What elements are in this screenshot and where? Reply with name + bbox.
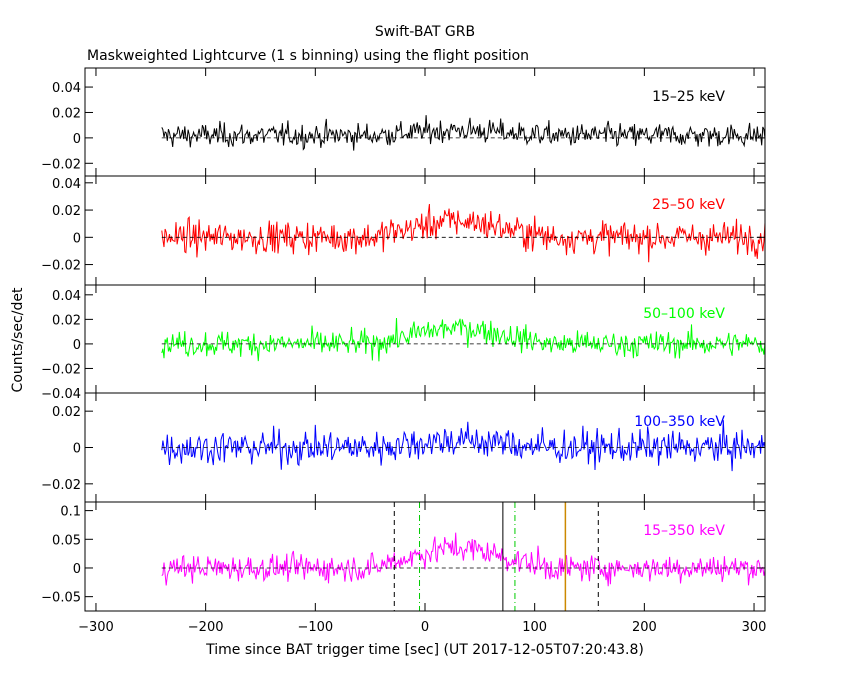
y-tick-label-2-1: −0.02 [41, 362, 81, 377]
panel-frame-4 [84, 501, 766, 612]
x-axis-label: Time since BAT trigger time [sec] (UT 20… [205, 642, 644, 658]
y-tick-label-2-3: 0.02 [52, 313, 81, 328]
y-tick-label-4-3: 0.1 [60, 505, 81, 520]
band-label-1: 25–50 keV [652, 197, 725, 213]
band-label-4: 15–350 keV [643, 523, 725, 539]
lightcurve-series-0 [161, 115, 766, 151]
lightcurve-series-4 [161, 532, 766, 587]
y-tick-label-0-3: 0.04 [52, 81, 81, 96]
y-tick-label-1-3: 0.04 [52, 177, 81, 192]
x-tick-label-5: 200 [632, 620, 657, 635]
band-label-3: 100–350 keV [634, 414, 725, 430]
panel-0: −0.02 0 0.02 0.04 15–25 keV [41, 67, 766, 177]
y-tick-label-2-4: 0.04 [52, 289, 81, 304]
x-tick-label-4: 100 [522, 620, 547, 635]
y-tick-label-3-2: 0.02 [52, 405, 81, 420]
y-tick-label-1-2: 0.02 [52, 204, 81, 219]
panel-4: −0.05 0 0.05 0.1 15–350 keV [41, 501, 766, 612]
band-label-2: 50–100 keV [643, 306, 725, 322]
y-tick-label-0-2: 0.02 [52, 106, 81, 121]
y-tick-label-0-1: 0 [73, 132, 81, 147]
y-tick-label-4-2: 0.05 [52, 533, 81, 548]
band-label-0: 15–25 keV [652, 89, 725, 105]
x-tick-label-3: 0 [421, 620, 429, 635]
panels-group: −0.02 0 0.02 0.04 15–25 keV −0.02 0 0.02 0.04 25–… [41, 67, 767, 635]
x-tick-label-2: −100 [297, 620, 333, 635]
lightcurve-series-2 [161, 317, 766, 362]
y-tick-label-3-1: 0 [73, 442, 81, 457]
chart-subtitle: Maskweighted Lightcurve (1 s binning) us… [87, 48, 529, 64]
x-tick-label-1: −200 [188, 620, 224, 635]
y-tick-label-0-0: −0.02 [41, 157, 81, 172]
x-tick-label-0: −300 [78, 620, 114, 635]
y-tick-label-2-0: −0.04 [41, 387, 81, 402]
y-tick-label-3-0: −0.02 [41, 478, 81, 493]
panel-3: −0.02 0 0.02 100–350 keV [41, 392, 766, 503]
lightcurve-series-3 [161, 420, 766, 472]
panel-2: −0.04 −0.02 0 0.02 0.04 50–100 keV [41, 284, 766, 402]
panel-frame-0 [84, 67, 766, 177]
x-tick-label-6: 300 [742, 620, 767, 635]
lightcurve-series-1 [161, 203, 766, 263]
y-tick-label-2-2: 0 [73, 338, 81, 353]
chart-title: Swift-BAT GRB [375, 24, 475, 40]
y-tick-label-1-1: 0 [73, 231, 81, 246]
y-tick-label-4-1: 0 [73, 562, 81, 577]
y-tick-label-4-0: −0.05 [41, 591, 81, 606]
panel-1: −0.02 0 0.02 0.04 25–50 keV [41, 175, 766, 286]
y-axis-label: Counts/sec/det [10, 287, 26, 392]
y-tick-label-1-0: −0.02 [41, 259, 81, 274]
